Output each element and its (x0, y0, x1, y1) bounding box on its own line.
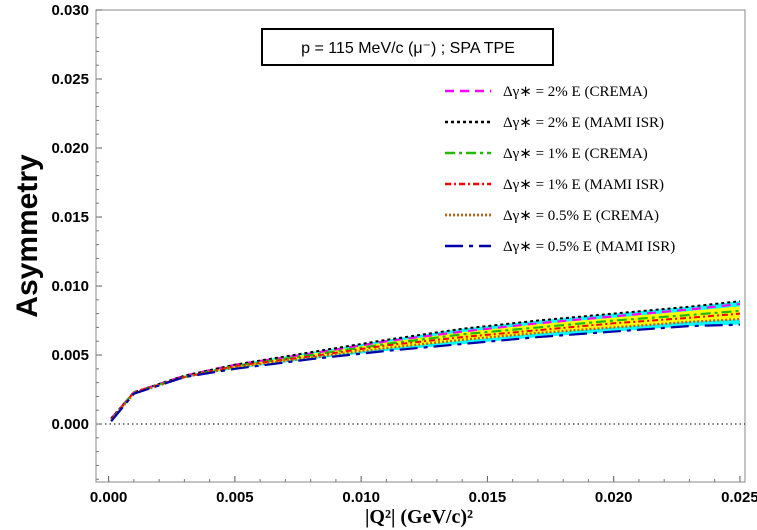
band-inner (111, 306, 740, 421)
y-tick-label: 0.030 (51, 2, 89, 19)
series-line-6 (110, 323, 740, 422)
uncertainty-band (111, 301, 740, 422)
x-axis-ticks: 0.000 0.005 0.010 0.015 0.020 0.025 (90, 476, 757, 506)
x-tick-label: 0.025 (721, 489, 757, 506)
y-tick-label: 0.015 (51, 209, 89, 226)
y-tick-label: 0.000 (51, 416, 89, 433)
x-axis-label: |Q²| (GeV/c)² (365, 506, 473, 528)
band-outer (111, 301, 740, 422)
x-tick-label: 0.020 (595, 489, 633, 506)
y-tick-label: 0.025 (51, 71, 89, 88)
y-tick-label: 0.005 (51, 347, 89, 364)
legend-label-2: Δγ∗ = 2% E (MAMI ISR) (503, 115, 664, 131)
legend-label-4: Δγ∗ = 1% E (MAMI ISR) (503, 177, 664, 193)
legend-label-3: Δγ∗ = 1% E (CREMA) (503, 146, 648, 162)
series-line-2 (110, 300, 741, 420)
y-tick-label: 0.010 (51, 278, 89, 295)
x-tick-label: 0.015 (469, 489, 507, 506)
y-axis-label: Asymmetry (11, 154, 44, 318)
legend: Δγ∗ = 2% E (CREMA) Δγ∗ = 2% E (MAMI ISR) Δ… (445, 84, 675, 255)
series-lines (110, 300, 741, 422)
series-line-5 (110, 317, 741, 421)
legend-label-6: Δγ∗ = 0.5% E (MAMI ISR) (503, 239, 675, 255)
legend-label-1: Δγ∗ = 2% E (CREMA) (503, 84, 648, 100)
y-axis-ticks: 0.000 0.005 0.010 0.015 0.020 0.025 0.030 (51, 2, 102, 480)
y-tick-label: 0.020 (51, 140, 89, 157)
x-tick-label: 0.000 (90, 489, 128, 506)
legend-label-5: Δγ∗ = 0.5% E (CREMA) (503, 208, 659, 224)
x-tick-label: 0.005 (216, 489, 254, 506)
plot-frame (95, 9, 746, 483)
title-box (261, 28, 554, 66)
chart-title: p = 115 MeV/c (μ⁻) ; SPA TPE (301, 40, 515, 57)
series-line-1 (110, 302, 741, 420)
x-tick-label: 0.010 (342, 489, 380, 506)
